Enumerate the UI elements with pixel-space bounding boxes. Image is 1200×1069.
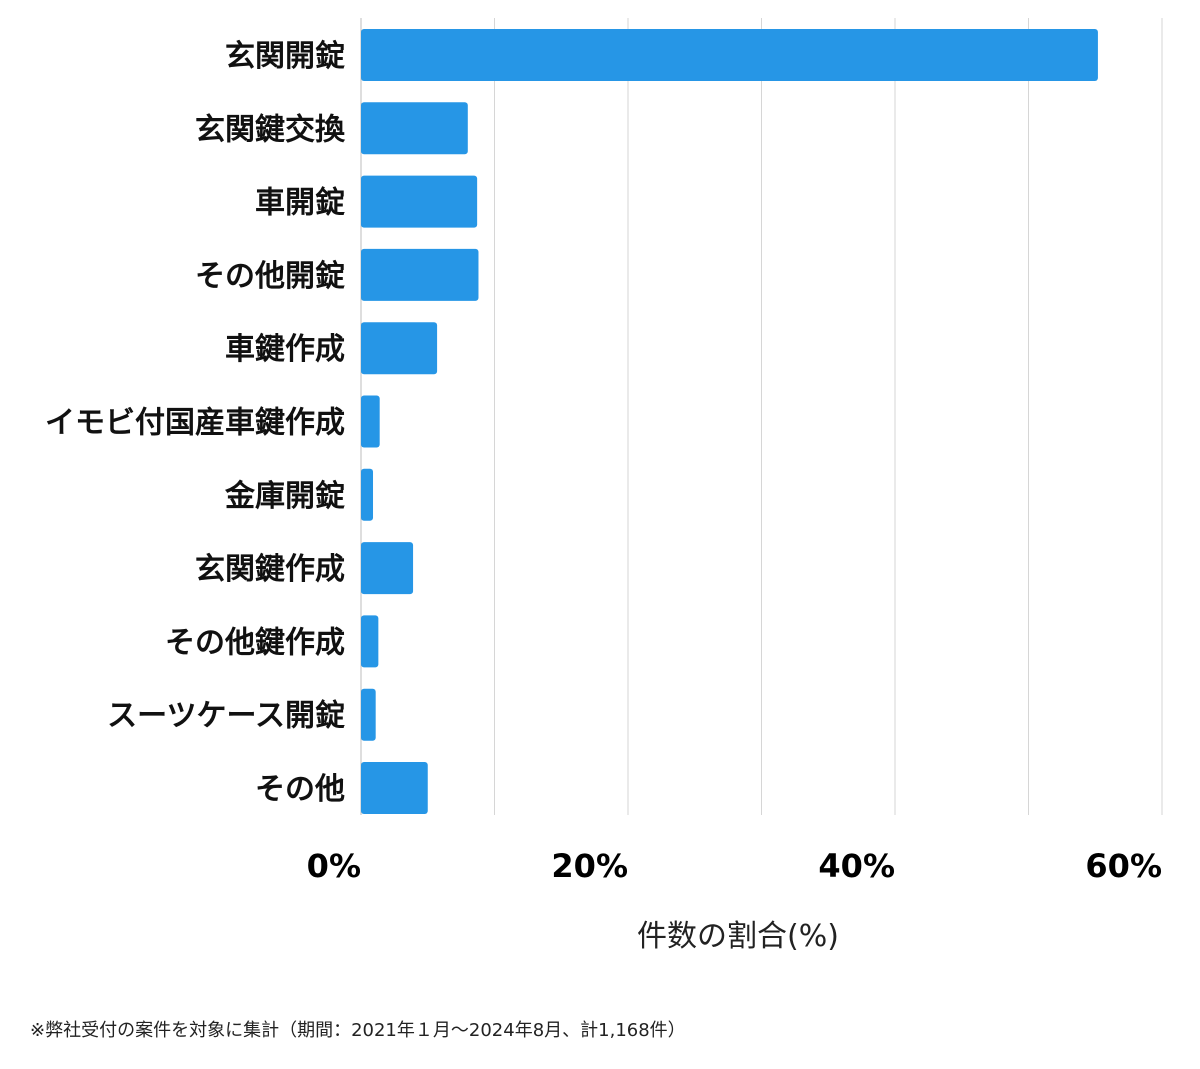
bar <box>361 322 438 375</box>
category-label: 金庫開錠 <box>224 479 345 514</box>
category-label: 玄関鍵作成 <box>195 552 345 587</box>
category-label: その他開錠 <box>195 259 345 294</box>
bar <box>361 615 379 668</box>
category-label: イモビ付国産車鍵作成 <box>45 406 345 441</box>
bar <box>361 175 478 228</box>
tick-label: 20% <box>551 847 628 885</box>
gridlines <box>360 18 1163 815</box>
category-label: 玄関開錠 <box>225 39 345 74</box>
category-label: その他 <box>255 772 345 807</box>
bar <box>361 688 376 741</box>
category-label: スーツケース開錠 <box>107 699 345 734</box>
bars <box>361 29 1098 814</box>
category-label: その他鍵作成 <box>165 625 345 660</box>
tick-label: 40% <box>818 847 895 885</box>
bar <box>361 102 468 155</box>
tick-label: 60% <box>1085 847 1162 885</box>
bar <box>361 29 1098 81</box>
bar <box>361 542 414 595</box>
category-label: 玄関鍵交換 <box>195 112 346 147</box>
bar <box>361 762 428 814</box>
category-label: 車開錠 <box>255 186 345 221</box>
category-labels: 玄関開錠玄関鍵交換車開錠その他開錠車鍵作成イモビ付国産車鍵作成金庫開錠玄関鍵作成… <box>45 39 346 807</box>
category-label: 車鍵作成 <box>225 332 345 367</box>
tick-label: 0% <box>307 847 361 885</box>
footnote: ※弊社受付の案件を対象に集計（期間：2021年１月〜2024年8月、計1,168… <box>30 1020 686 1041</box>
tick-labels: 0% 20% 40% 60% <box>307 847 1162 885</box>
bar-chart: 玄関開錠玄関鍵交換車開錠その他開錠車鍵作成イモビ付国産車鍵作成金庫開錠玄関鍵作成… <box>45 18 1163 954</box>
x-axis-title: 件数の割合(%) <box>637 919 839 954</box>
bar <box>361 468 374 521</box>
bar <box>361 395 380 448</box>
bar <box>361 248 479 301</box>
